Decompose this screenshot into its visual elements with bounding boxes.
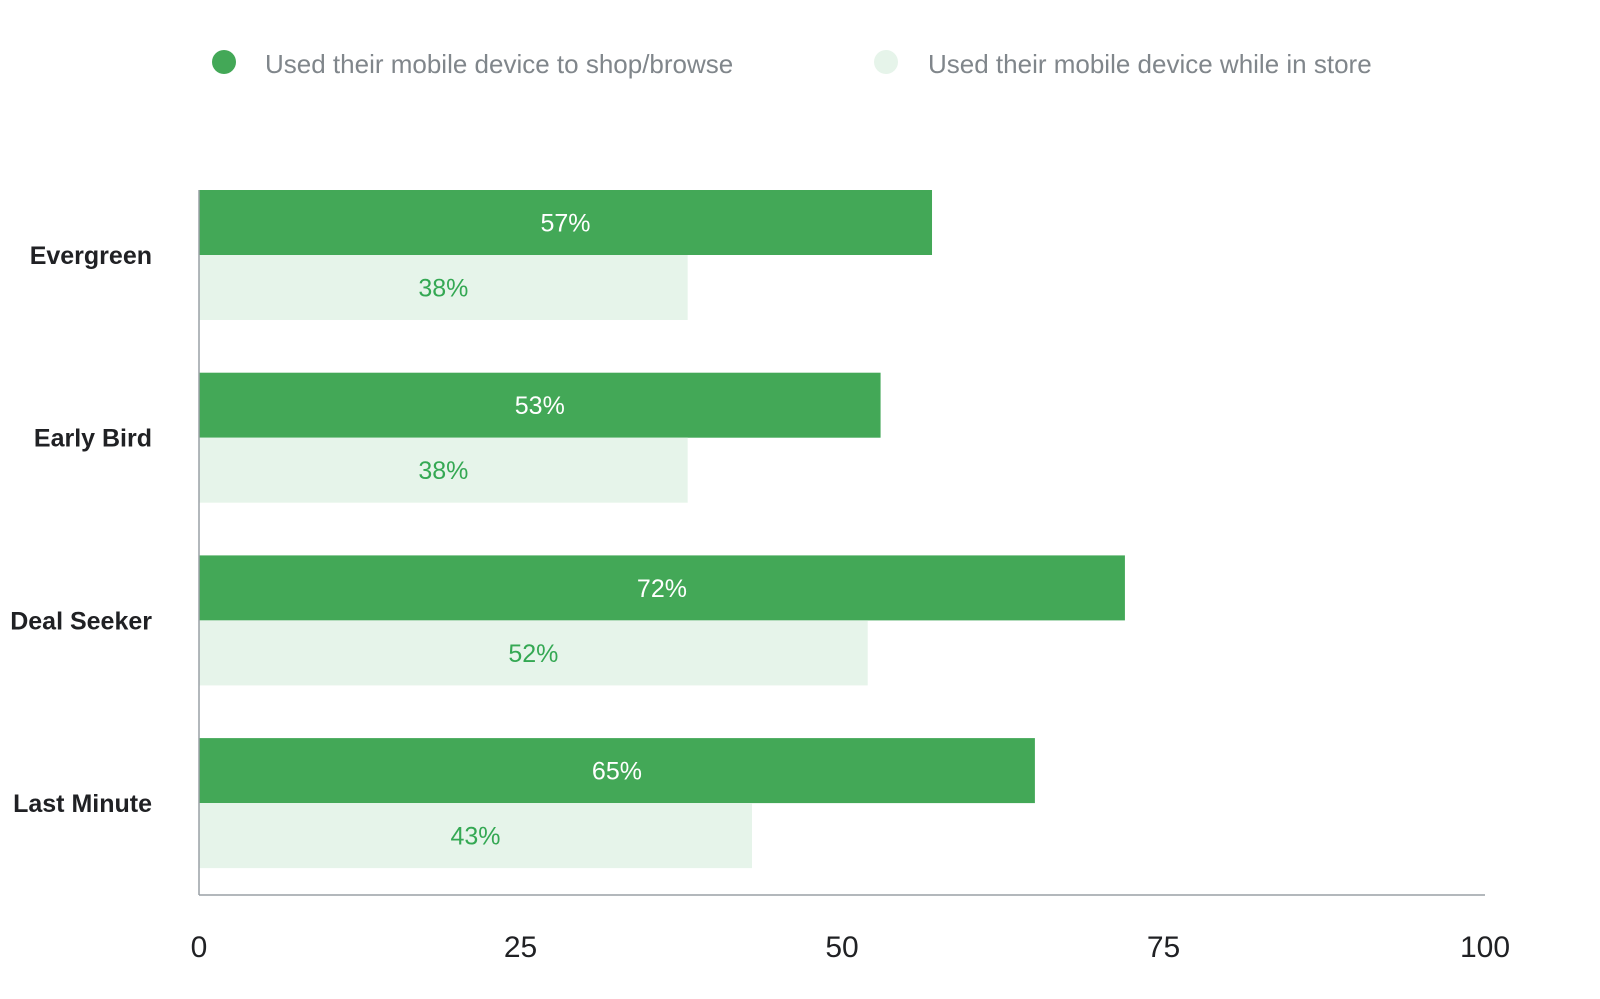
category-label-0: Evergreen [30,242,152,270]
bar-1-1 [199,437,688,503]
x-tick-label-3: 75 [1147,931,1180,964]
x-tick-label-1: 25 [504,931,537,964]
legend-marker-1 [874,50,898,74]
x-tick-label-2: 50 [825,931,858,964]
data-label-1-2: 52% [508,640,558,668]
legend-marker-0 [212,50,236,74]
data-label-0-2: 72% [637,575,687,603]
data-label-1-1: 38% [418,457,468,485]
data-label-1-0: 38% [418,275,468,303]
bar-0-0 [199,190,933,255]
bar-1-0 [199,255,688,320]
data-label-0-1: 53% [515,392,565,420]
x-tick-label-0: 0 [191,931,208,964]
category-label-3: Last Minute [13,790,152,818]
category-label-2: Deal Seeker [10,607,152,635]
bar-1-2 [199,620,868,686]
data-label-0-3: 65% [592,758,642,786]
data-label-1-3: 43% [450,823,500,851]
bar-0-1 [199,372,881,438]
category-label-1: Early Bird [34,425,152,453]
bar-0-2 [199,555,1125,621]
x-tick-label-4: 100 [1460,931,1510,964]
data-label-0-0: 57% [540,210,590,238]
bar-0-3 [199,738,1035,804]
legend-label-0: Used their mobile device to shop/browse [265,49,733,79]
legend-label-1: Used their mobile device while in store [928,49,1372,79]
bar-1-3 [199,803,752,869]
